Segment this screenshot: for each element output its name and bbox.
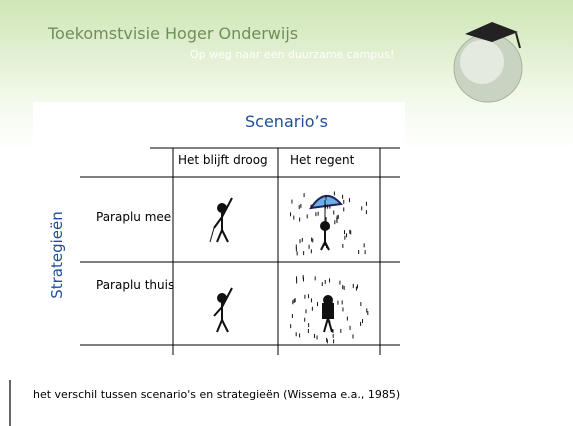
content-box (33, 102, 405, 360)
row-group-label: Strategieën (48, 211, 66, 299)
table-lines (80, 147, 400, 355)
slide-title: Toekomstvisie Hoger Onderwijs (48, 24, 299, 43)
rain (290, 191, 369, 344)
column-header: Het regent (290, 153, 355, 167)
column-group-label: Scenario’s (245, 112, 328, 131)
caption: het verschil tussen scenario's en strate… (33, 388, 401, 401)
column-header: Het blijft droog (178, 153, 268, 167)
globe-logo (453, 22, 523, 103)
slide-subtitle: Op weg naar een duurzame campus! (190, 48, 395, 61)
row-header: Paraplu thuis (96, 278, 175, 292)
row-header: Paraplu mee (96, 210, 172, 224)
